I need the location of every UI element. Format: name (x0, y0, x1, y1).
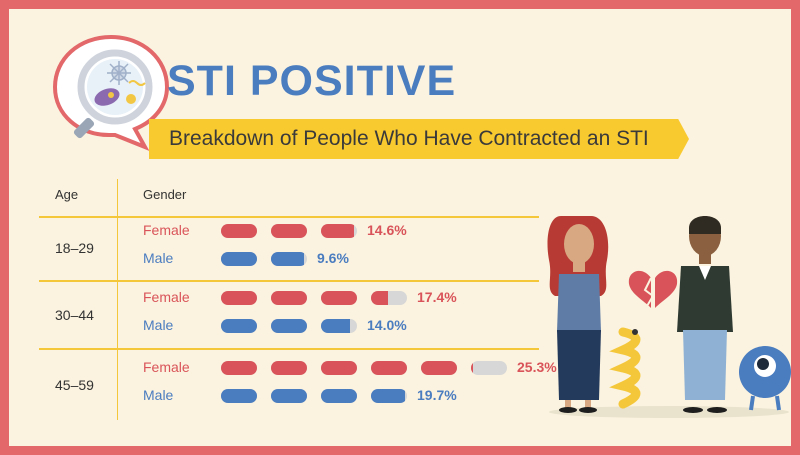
couple-illustration (547, 216, 791, 418)
age-group-label: 45–59 (55, 377, 94, 393)
table-divider-vertical (117, 350, 118, 420)
gender-label: Female (143, 359, 190, 375)
table-divider-vertical (117, 282, 118, 348)
percent-data-label: 25.3% (517, 359, 557, 375)
gender-label: Female (143, 289, 190, 305)
age-group-label: 30–44 (55, 307, 94, 323)
pill-bar-segment (321, 361, 357, 375)
pill-bar-segment (221, 252, 257, 266)
pill-bar-segment (271, 224, 307, 238)
pill-bar-segment (221, 361, 257, 375)
table-divider (39, 348, 539, 350)
pill-bar-segment (321, 291, 357, 305)
microscope-logo (52, 34, 170, 151)
pill-bar-segment (371, 291, 407, 305)
page-title: STI POSITIVE (167, 57, 457, 105)
table-divider-vertical (117, 218, 118, 280)
man-figure (677, 216, 733, 413)
table-divider-vertical (117, 179, 118, 216)
pill-bar-segment (421, 361, 457, 375)
gender-label: Male (143, 250, 174, 266)
percent-data-label: 9.6% (317, 250, 349, 266)
pill-bar-segment (471, 361, 507, 375)
gender-label: Male (143, 387, 174, 403)
pill-bar-segment (271, 291, 307, 305)
table-divider (39, 280, 539, 282)
page-subtitle: Breakdown of People Who Have Contracted … (169, 127, 649, 150)
pill-bar-segment (371, 361, 407, 375)
gender-column-header: Gender (143, 187, 187, 202)
gender-label: Female (143, 222, 190, 238)
pill-bar-segment (271, 252, 307, 266)
broken-heart-icon (628, 270, 678, 308)
pill-bar-segment (321, 224, 357, 238)
age-column-header: Age (55, 187, 79, 202)
table-divider (39, 216, 539, 218)
pill-bar-segment (271, 389, 307, 403)
percent-data-label: 17.4% (417, 289, 457, 305)
pill-bar-segment (271, 319, 307, 333)
germ-character-icon (609, 327, 641, 409)
pill-bar-segment (221, 319, 257, 333)
pill-bar-segment (221, 389, 257, 403)
percent-data-label: 19.7% (417, 387, 457, 403)
pill-bar-segment (221, 291, 257, 305)
gender-label: Male (143, 317, 174, 333)
percent-data-label: 14.0% (367, 317, 407, 333)
virus-icon (107, 61, 131, 85)
age-group-label: 18–29 (55, 240, 94, 256)
subtitle-banner (149, 119, 689, 159)
woman-figure (547, 216, 609, 413)
pill-bar-segment (271, 361, 307, 375)
pill-bar-segment (321, 319, 357, 333)
pill-bar-segment (371, 389, 407, 403)
pill-bar-segment (221, 224, 257, 238)
percent-data-label: 14.6% (367, 222, 407, 238)
bacteria-icon (94, 80, 146, 106)
blue-monster-icon (739, 346, 791, 411)
pill-bar-segment (321, 389, 357, 403)
